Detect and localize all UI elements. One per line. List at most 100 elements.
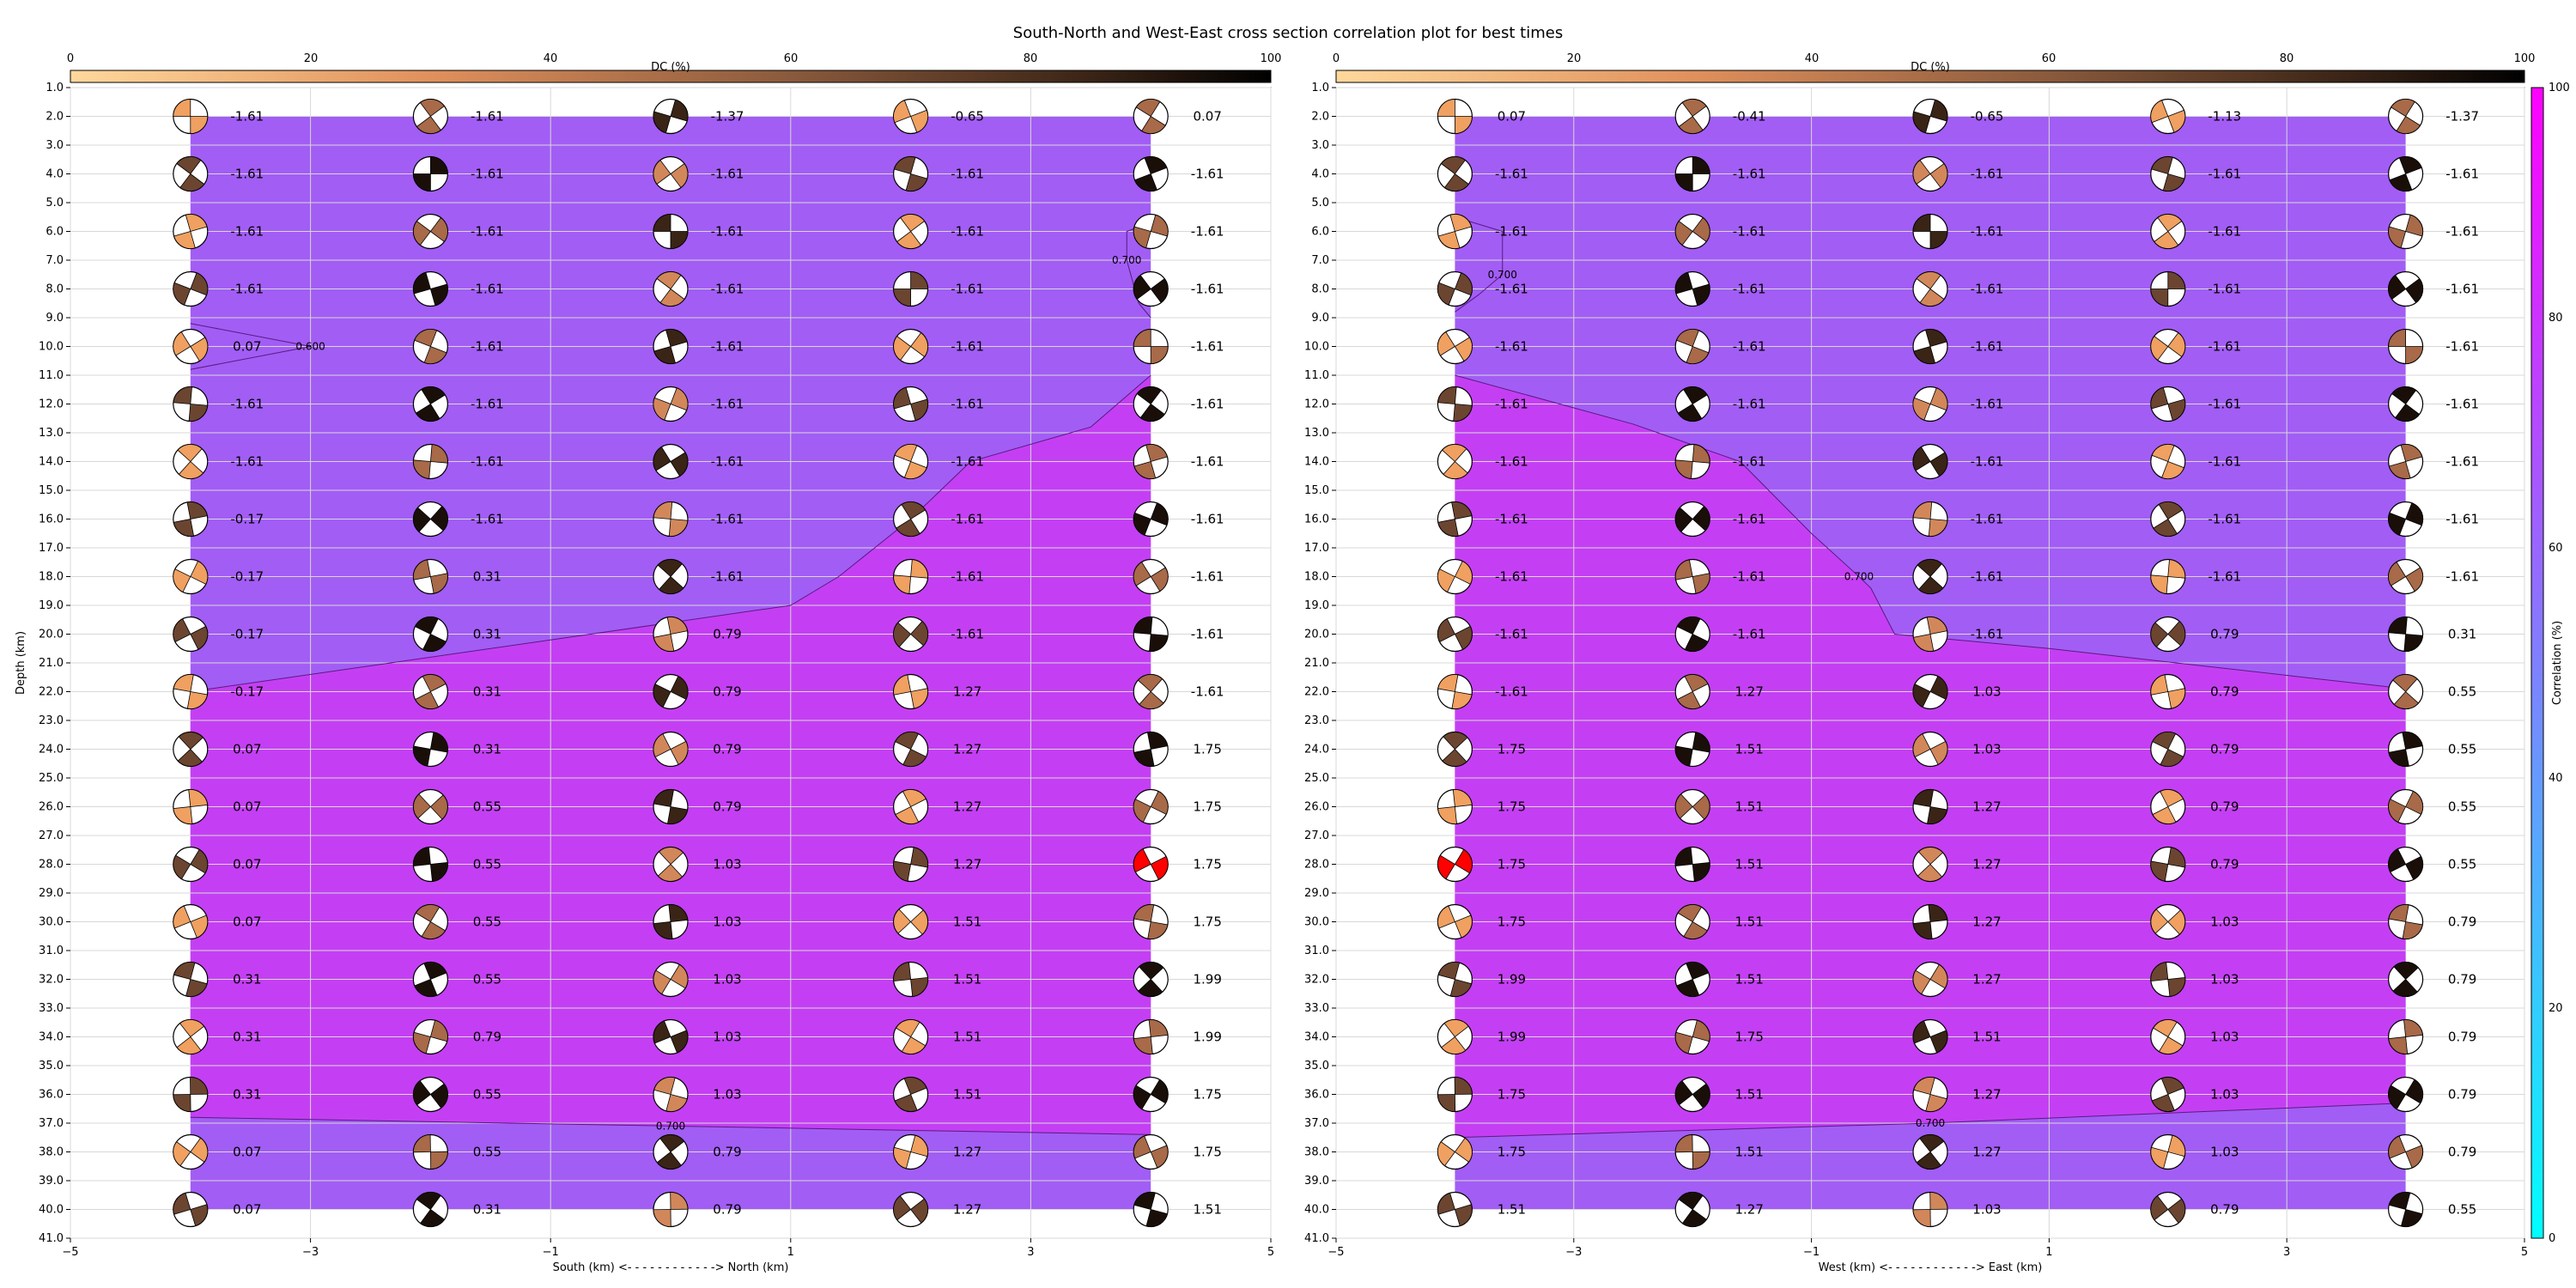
beachball <box>1437 903 1473 940</box>
x-tick-label: 5 <box>1267 1246 1274 1259</box>
time-label: -1.61 <box>1971 454 2004 470</box>
beachball <box>1133 673 1169 710</box>
beachball <box>1437 443 1473 480</box>
y-tick-label: 37.0 <box>39 1117 64 1130</box>
beachball <box>1674 386 1710 422</box>
beachball <box>892 1018 929 1055</box>
time-label: -1.61 <box>2208 512 2241 527</box>
beachball <box>1674 1076 1710 1113</box>
contour-label: 0.700 <box>1844 571 1874 583</box>
beachball <box>1437 558 1473 595</box>
beachball <box>412 558 448 595</box>
dc-colorbar-south-north: DC (%) 0 20 40 60 80 100 <box>67 52 1281 83</box>
beachball <box>2150 616 2186 653</box>
time-label: 1.03 <box>713 972 741 987</box>
y-tick-label: 17.0 <box>1304 542 1329 555</box>
contour-label: 0.700 <box>1916 1117 1945 1129</box>
beachball <box>412 673 448 710</box>
time-label: -1.61 <box>1971 167 2004 182</box>
time-label: 1.51 <box>1735 1087 1763 1103</box>
correlation-colorbar-label: Correlation (%) <box>2551 621 2564 705</box>
time-label: -0.65 <box>1971 109 2004 125</box>
y-tick-label: 23.0 <box>39 714 64 727</box>
beachball <box>173 616 209 653</box>
beachball <box>2388 558 2424 595</box>
beachball <box>1133 616 1169 653</box>
dc-tick-40: 40 <box>544 52 558 65</box>
dc-colorbar-label: DC (%) <box>651 61 690 74</box>
time-label: 0.79 <box>713 799 741 815</box>
beachball <box>1133 1076 1169 1113</box>
time-label: -1.61 <box>1971 224 2004 240</box>
beachball <box>1912 1133 1948 1170</box>
time-label: 0.31 <box>473 569 501 585</box>
beachball <box>412 961 448 998</box>
dc-tick-20: 20 <box>304 52 319 65</box>
time-label: -1.61 <box>230 167 264 182</box>
beachball <box>2150 386 2186 422</box>
beachball <box>412 155 448 192</box>
beachball <box>2150 501 2186 538</box>
beachball <box>412 1133 448 1170</box>
time-label: 1.51 <box>1735 972 1763 987</box>
beachball <box>412 788 448 825</box>
beachball <box>2150 328 2186 365</box>
correlation-colorbar-gradient <box>2530 87 2544 1239</box>
time-label: -1.37 <box>711 109 744 125</box>
time-label: -1.37 <box>2445 109 2479 125</box>
y-tick-label: 36.0 <box>1304 1089 1329 1102</box>
time-label: -1.61 <box>711 397 744 412</box>
correlation-tick-20: 20 <box>2549 1002 2563 1015</box>
beachball <box>892 501 929 538</box>
time-label: -1.61 <box>230 224 264 240</box>
beachball <box>412 98 448 135</box>
y-tick-label: 35.0 <box>1304 1060 1329 1072</box>
beachball <box>2388 673 2424 710</box>
y-tick-label: 16.0 <box>1304 513 1329 526</box>
y-tick-label: 30.0 <box>1304 916 1329 929</box>
time-label: 0.79 <box>2210 799 2239 815</box>
beachball <box>1133 903 1169 940</box>
time-label: -1.61 <box>1733 224 1766 240</box>
y-tick-label: 2.0 <box>1311 111 1329 124</box>
beachball <box>2388 501 2424 538</box>
beachball <box>1912 788 1948 825</box>
time-label: 0.79 <box>2448 972 2476 987</box>
time-label: 0.31 <box>473 627 501 642</box>
beachball <box>1674 270 1710 307</box>
beachball <box>2388 270 2424 307</box>
beachball <box>653 501 689 538</box>
beachball <box>1912 213 1948 250</box>
beachball <box>1912 501 1948 538</box>
beachball <box>2150 961 2186 998</box>
time-label: -1.61 <box>1191 282 1224 297</box>
beachball <box>412 1076 448 1113</box>
time-label: -1.61 <box>1191 397 1224 412</box>
x-tick-label: −1 <box>1803 1246 1820 1259</box>
y-tick-label: 38.0 <box>39 1146 64 1159</box>
time-label: -1.61 <box>711 339 744 355</box>
beachball <box>2388 731 2424 768</box>
time-label: 1.99 <box>1498 972 1526 987</box>
y-tick-label: 10.0 <box>1304 341 1329 354</box>
time-label: -1.61 <box>1971 512 2004 527</box>
y-tick-label: 21.0 <box>1304 657 1329 670</box>
beachball <box>1437 616 1473 653</box>
time-label: -1.61 <box>230 282 264 297</box>
x-tick-label: 1 <box>2045 1246 2052 1259</box>
time-label: 1.99 <box>1498 1030 1526 1045</box>
beachball <box>1912 731 1948 768</box>
y-tick-label: 9.0 <box>46 312 64 325</box>
time-label: 1.27 <box>1735 684 1763 700</box>
beachball <box>892 616 929 653</box>
y-tick-label: 20.0 <box>1304 629 1329 641</box>
beachball <box>2388 1191 2424 1228</box>
time-label: 0.79 <box>713 1202 741 1218</box>
south-north-panel: 0.7000.7000.6000.7001.02.03.04.05.06.07.… <box>15 82 1274 1274</box>
time-label: -1.61 <box>2445 282 2479 297</box>
y-tick-label: 6.0 <box>46 226 64 239</box>
time-label: 1.27 <box>953 799 981 815</box>
time-label: -1.61 <box>2208 224 2241 240</box>
time-label: -1.61 <box>1733 569 1766 585</box>
time-label: 1.27 <box>953 1202 981 1218</box>
